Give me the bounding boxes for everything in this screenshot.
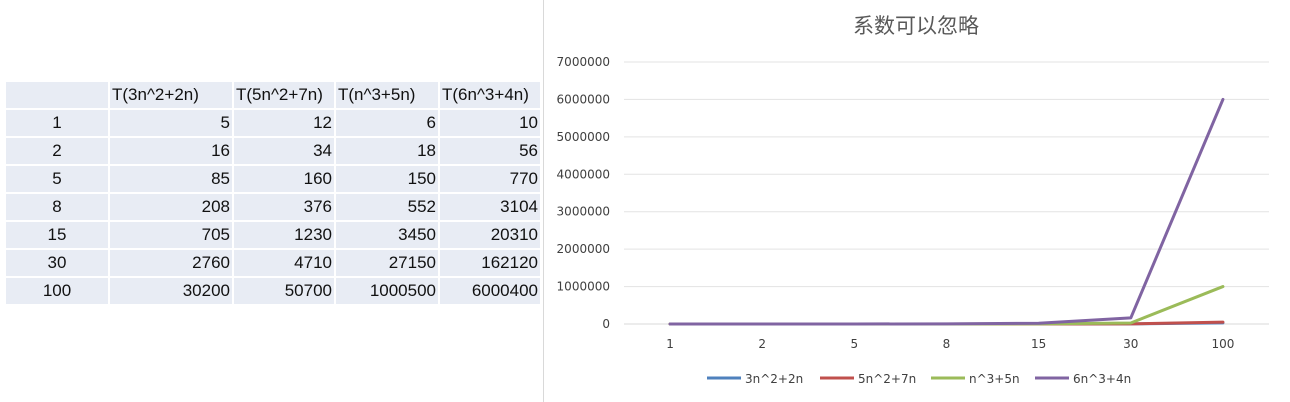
- table-cell: 2: [6, 138, 110, 166]
- y-tick-label: 7000000: [557, 55, 610, 69]
- legend-label: 6n^3+4n: [1073, 372, 1131, 386]
- y-tick-label: 2000000: [557, 242, 610, 256]
- table-cell: 162120: [440, 250, 542, 278]
- y-tick-label: 3000000: [557, 205, 610, 219]
- table-cell: 4710: [234, 250, 336, 278]
- table-header-cell: [6, 82, 110, 110]
- table-cell: 16: [110, 138, 234, 166]
- table-cell: 85: [110, 166, 234, 194]
- table-header-cell: T(5n^2+7n): [234, 82, 336, 110]
- chart-title: 系数可以忽略: [853, 14, 979, 38]
- legend-label: 3n^2+2n: [745, 372, 803, 386]
- series-line-2: [668, 285, 1225, 326]
- series-line-3: [668, 97, 1225, 326]
- table-row: 15 705 1230 3450 20310: [6, 222, 542, 250]
- table-cell: 18: [336, 138, 440, 166]
- table-cell: 8: [6, 194, 110, 222]
- table-cell: 100: [6, 278, 110, 306]
- table-cell: 20310: [440, 222, 542, 250]
- table-row: 100 30200 50700 1000500 6000400: [6, 278, 542, 306]
- y-tick-label: 1000000: [557, 280, 610, 294]
- table-cell: 208: [110, 194, 234, 222]
- table-cell: 6: [336, 110, 440, 138]
- table-cell: 34: [234, 138, 336, 166]
- x-tick-label: 15: [1031, 337, 1046, 351]
- table-header-cell: T(6n^3+4n): [440, 82, 542, 110]
- table-cell: 2760: [110, 250, 234, 278]
- table-header-cell: T(n^3+5n): [336, 82, 440, 110]
- table-cell: 27150: [336, 250, 440, 278]
- legend-label: 5n^2+7n: [858, 372, 916, 386]
- x-tick-label: 30: [1123, 337, 1138, 351]
- table-cell: 150: [336, 166, 440, 194]
- table-cell: 5: [6, 166, 110, 194]
- table-cell: 56: [440, 138, 542, 166]
- table-cell: 1: [6, 110, 110, 138]
- data-table: T(3n^2+2n) T(5n^2+7n) T(n^3+5n) T(6n^3+4n) 1…: [6, 82, 542, 306]
- table-cell: 15: [6, 222, 110, 250]
- table-cell: 6000400: [440, 278, 542, 306]
- table-cell: 552: [336, 194, 440, 222]
- table-cell: 3450: [336, 222, 440, 250]
- y-tick-label: 6000000: [557, 92, 610, 106]
- table-cell: 376: [234, 194, 336, 222]
- table-cell: 1000500: [336, 278, 440, 306]
- table-cell: 12: [234, 110, 336, 138]
- table-cell: 30: [6, 250, 110, 278]
- x-tick-label: 2: [758, 337, 766, 351]
- table-row: 2 16 34 18 56: [6, 138, 542, 166]
- table-row: 5 85 160 150 770: [6, 166, 542, 194]
- x-tick-label: 5: [851, 337, 859, 351]
- table-header-cell: T(3n^2+2n): [110, 82, 234, 110]
- table-row: 8 208 376 552 3104: [6, 194, 542, 222]
- table-cell: 160: [234, 166, 336, 194]
- table-cell: 705: [110, 222, 234, 250]
- table-cell: 30200: [110, 278, 234, 306]
- y-tick-label: 4000000: [557, 167, 610, 181]
- table-row: 30 2760 4710 27150 162120: [6, 250, 542, 278]
- table-header-row: T(3n^2+2n) T(5n^2+7n) T(n^3+5n) T(6n^3+4n): [6, 82, 542, 110]
- table-cell: 1230: [234, 222, 336, 250]
- legend-label: n^3+5n: [969, 372, 1020, 386]
- chart-svg: 系数可以忽略 0 1000000 2000000 3000000 4000000 5000…: [557, 14, 1269, 386]
- line-chart: 系数可以忽略 0 1000000 2000000 3000000 4000000 5000…: [543, 0, 1290, 402]
- table-cell: 3104: [440, 194, 542, 222]
- table-cell: 770: [440, 166, 542, 194]
- x-tick-label: 8: [943, 337, 951, 351]
- table-cell: 50700: [234, 278, 336, 306]
- y-tick-label: 0: [602, 317, 610, 331]
- table-row: 1 5 12 6 10: [6, 110, 542, 138]
- y-tick-label: 5000000: [557, 130, 610, 144]
- x-tick-label: 100: [1211, 337, 1234, 351]
- table-cell: 5: [110, 110, 234, 138]
- table-cell: 10: [440, 110, 542, 138]
- x-tick-label: 1: [666, 337, 674, 351]
